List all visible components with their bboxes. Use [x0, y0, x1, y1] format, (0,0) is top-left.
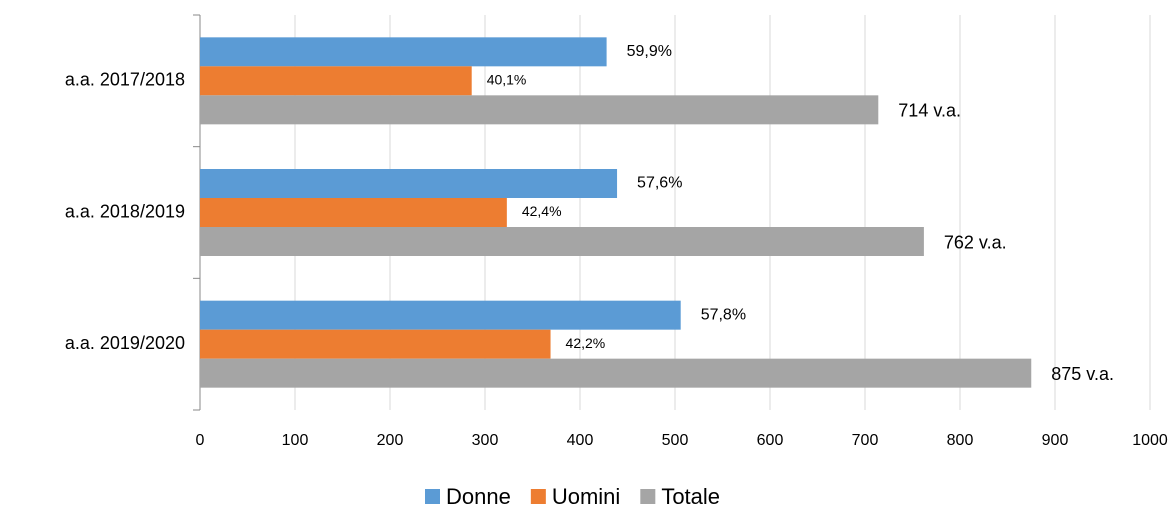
bar	[200, 37, 607, 67]
x-tick-label: 700	[852, 432, 879, 449]
x-tick-label: 400	[567, 432, 594, 449]
legend-label: Totale	[661, 484, 720, 506]
data-label: 42,2%	[566, 335, 606, 351]
bar	[200, 66, 472, 96]
bar	[200, 227, 924, 256]
x-tick-label: 100	[282, 432, 309, 449]
legend-label: Donne	[446, 484, 511, 506]
x-tick-label: 900	[1042, 432, 1069, 449]
bar	[200, 95, 879, 125]
data-label: 40,1%	[487, 72, 527, 88]
legend-label: Uomini	[552, 484, 620, 506]
data-label: 59,9%	[627, 43, 672, 60]
x-tick-label: 0	[196, 432, 205, 449]
legend-swatch	[425, 489, 440, 504]
bar	[200, 358, 1032, 388]
x-tick-label: 800	[947, 432, 974, 449]
data-label: 57,6%	[637, 175, 682, 192]
legend-swatch	[640, 489, 656, 504]
bar	[200, 169, 618, 198]
data-label: 42,4%	[522, 203, 562, 219]
y-tick-label: a.a. 2019/2020	[65, 333, 185, 353]
data-label: 875 v.a.	[1051, 364, 1114, 384]
y-tick-label: a.a. 2018/2019	[65, 201, 185, 221]
bar	[200, 300, 681, 330]
legend-swatch	[530, 489, 546, 504]
x-tick-label: 200	[377, 432, 404, 449]
x-tick-label: 600	[757, 432, 784, 449]
bar	[200, 329, 551, 359]
x-tick-label: 300	[472, 432, 499, 449]
data-label: 762 v.a.	[944, 232, 1007, 252]
x-tick-label: 1000	[1132, 432, 1168, 449]
bar	[200, 198, 507, 227]
x-tick-label: 500	[662, 432, 689, 449]
data-label: 57,8%	[701, 306, 746, 323]
data-label: 714 v.a.	[898, 101, 961, 121]
y-tick-label: a.a. 2017/2018	[65, 70, 185, 90]
